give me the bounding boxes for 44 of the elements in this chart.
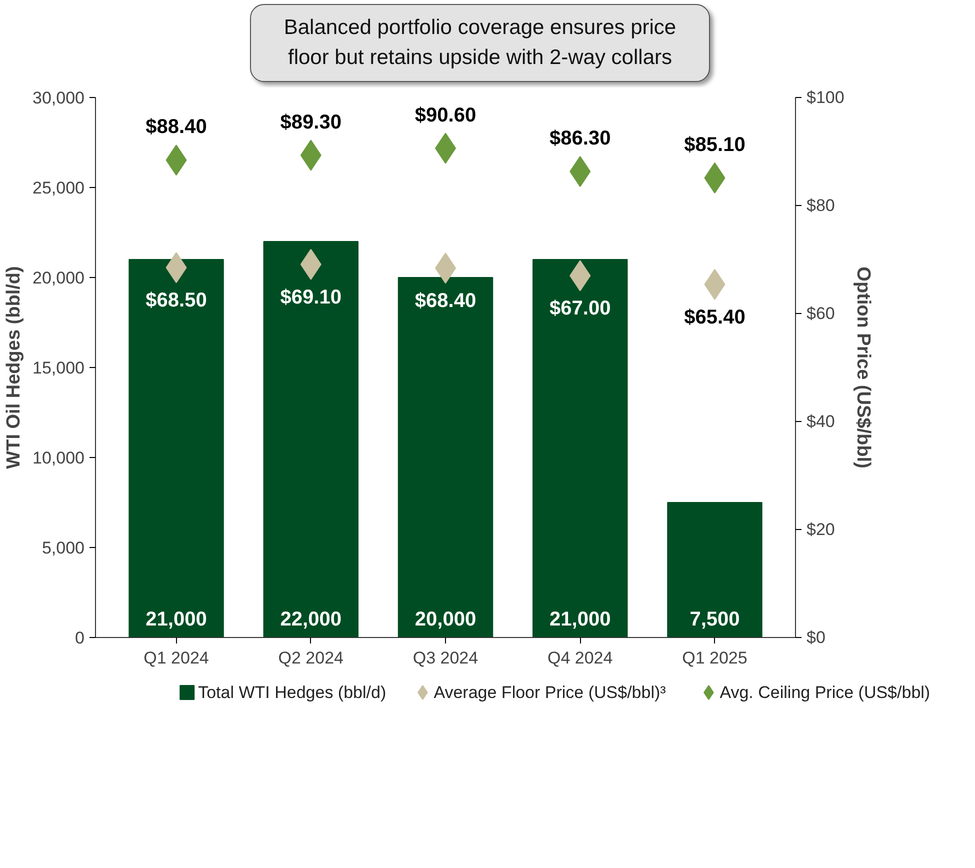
y-axis-title: WTI Oil Hedges (bbl/d): [4, 266, 25, 469]
data-label: $68.40: [414, 290, 476, 312]
data-label: 21,000: [550, 608, 611, 630]
y2-axis-title: Option Price (US$/bbl): [852, 266, 874, 468]
y2-tick-label: $0: [806, 628, 826, 647]
legend-label: Total WTI Hedges (bbl/d): [198, 683, 386, 702]
y-tick-label: 5,000: [42, 538, 85, 558]
data-label: $88.40: [146, 116, 207, 138]
y-tick-label: 30,000: [32, 88, 85, 108]
y-tick-label: 10,000: [32, 448, 85, 468]
data-label: 22,000: [280, 608, 342, 630]
data-label: $69.10: [280, 286, 342, 308]
legend-label: Avg. Ceiling Price (US$/bbl): [720, 683, 930, 702]
data-label: $89.30: [280, 111, 342, 134]
bar: [128, 259, 224, 638]
x-tick-label: Q2 2024: [278, 648, 344, 668]
bar: [532, 259, 628, 638]
y-tick-label: 0: [75, 628, 85, 648]
bar: [263, 241, 358, 638]
data-label: 20,000: [414, 608, 476, 630]
data-label: $65.40: [684, 306, 746, 328]
y2-tick-label: $100: [806, 88, 844, 107]
data-label: $85.10: [684, 134, 746, 156]
y-tick-label: 25,000: [32, 178, 85, 198]
y2-tick-label: $20: [806, 520, 835, 539]
x-tick-label: Q1 2025: [682, 648, 748, 668]
data-label: 21,000: [146, 608, 207, 630]
data-label: $90.60: [414, 104, 476, 126]
bar: [667, 502, 762, 638]
data-label: $68.50: [146, 290, 207, 312]
y-tick-label: 20,000: [32, 268, 85, 288]
y-tick-label: 15,000: [32, 358, 85, 378]
chart-title: Balanced portfolio coverage ensures price floor but retains upside with 2-way collars: [284, 15, 676, 71]
x-tick-label: Q1 2024: [144, 648, 209, 668]
legend-label: Average Floor Price (US$/bbl)³: [434, 683, 666, 702]
y2-tick-label: $40: [806, 412, 835, 431]
data-label: 7,500: [690, 608, 740, 630]
x-tick-label: Q4 2024: [548, 648, 613, 668]
y2-tick-label: $60: [806, 304, 835, 323]
data-label: $86.30: [550, 127, 611, 150]
y2-tick-label: $80: [806, 196, 835, 215]
data-label: $67.00: [550, 298, 611, 320]
bar: [398, 277, 494, 638]
x-tick-label: Q3 2024: [412, 648, 478, 668]
